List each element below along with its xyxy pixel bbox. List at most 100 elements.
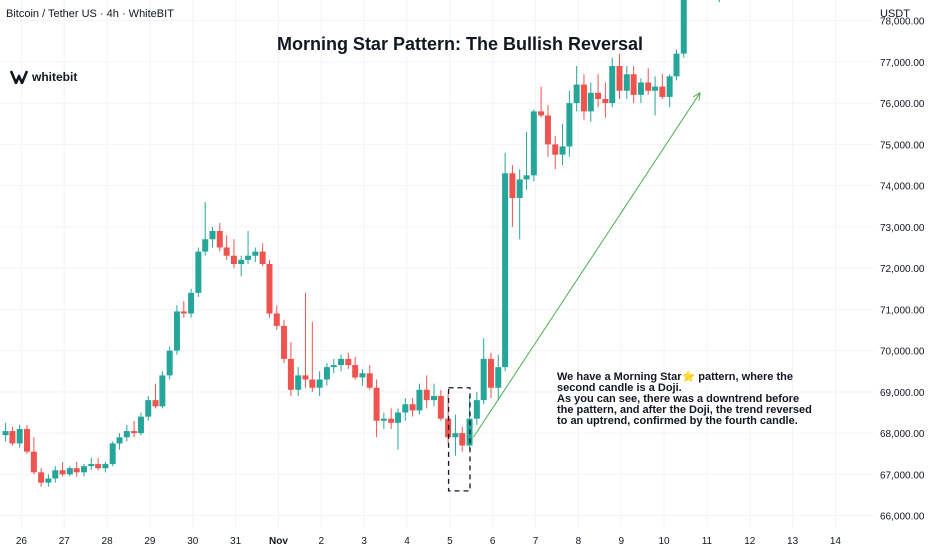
candle-92: [659, 74, 666, 99]
candle-body: [595, 92, 602, 99]
candle-body: [580, 84, 587, 112]
candle-53: [380, 412, 387, 429]
candle-body: [281, 325, 288, 359]
morning-star-highlight-box: [447, 387, 471, 492]
pattern-annotation: We have a Morning Star⭐ pattern, where t…: [557, 372, 817, 427]
candle-63: [452, 414, 459, 456]
candle-body: [202, 239, 209, 252]
candle-body: [609, 66, 616, 104]
candle-23: [166, 346, 173, 380]
whitebit-logo-icon: [10, 70, 28, 84]
candle-body: [523, 175, 530, 180]
candle-25: [180, 301, 187, 318]
y-tick-label: 68,000.00: [880, 429, 925, 440]
candles: [2, 0, 720, 487]
candle-body: [188, 292, 195, 314]
x-tick-label: 5: [447, 536, 453, 547]
candle-18: [131, 420, 138, 438]
candle-body: [544, 115, 551, 145]
x-tick-label: 3: [361, 536, 367, 547]
candle-0: [2, 422, 9, 442]
candle-58: [416, 383, 423, 415]
candle-body: [116, 437, 123, 444]
candle-5: [38, 468, 45, 487]
candle-37: [266, 259, 273, 318]
y-tick-label: 76,000.00: [880, 99, 925, 110]
y-tick-label: 67,000.00: [880, 470, 925, 481]
candle-body: [73, 468, 80, 473]
x-tick-label: 30: [187, 536, 199, 547]
candle-32: [230, 239, 237, 269]
candle-1: [9, 426, 16, 446]
candle-20: [145, 396, 152, 421]
candle-body: [416, 389, 423, 411]
y-tick-label: 75,000.00: [880, 140, 925, 151]
candle-48: [345, 352, 352, 370]
candle-55: [395, 408, 402, 450]
candle-body: [659, 86, 666, 97]
candle-body: [230, 255, 237, 264]
x-tick-label: 28: [102, 536, 114, 547]
candle-26: [188, 288, 195, 318]
candle-body: [159, 375, 166, 407]
y-tick-label: 71,000.00: [880, 305, 925, 316]
trend-arrow-line: [472, 92, 701, 438]
candle-body: [673, 53, 680, 77]
candle-15: [109, 441, 116, 467]
x-tick-label: 29: [144, 536, 156, 547]
candle-29: [209, 226, 216, 248]
candle-body: [102, 464, 109, 469]
candle-body: [330, 365, 337, 368]
candle-body: [16, 429, 23, 444]
candle-body: [338, 358, 345, 366]
candle-body: [666, 76, 673, 97]
candle-body: [209, 231, 216, 240]
candle-body: [559, 146, 566, 155]
candle-8: [59, 462, 66, 477]
candle-30: [216, 222, 223, 252]
symbol-label[interactable]: Bitcoin / Tether US · 4h · WhiteBIT: [6, 8, 174, 20]
candle-body: [459, 433, 466, 446]
candle-body: [166, 350, 173, 376]
candle-43: [309, 321, 316, 392]
price-axis[interactable]: 66,000.00 67,000.00 68,000.00 69,000.00 70,0…: [880, 17, 925, 523]
candle-body: [395, 412, 402, 423]
x-tick-label: 12: [744, 536, 756, 547]
candle-body: [630, 74, 637, 95]
candle-body: [195, 251, 202, 293]
candle-body: [602, 99, 609, 104]
candle-31: [223, 235, 230, 260]
candle-body: [502, 173, 509, 368]
candle-body: [573, 84, 580, 104]
candle-body: [59, 470, 66, 475]
x-tick-label: 26: [16, 536, 28, 547]
candle-body: [480, 358, 487, 401]
x-tick-label: 31: [230, 536, 242, 547]
candle-21: [152, 383, 159, 409]
candle-body: [287, 358, 294, 390]
candle-67: [480, 338, 487, 405]
x-tick-label: 4: [404, 536, 410, 547]
candle-51: [366, 365, 373, 390]
candle-body: [359, 373, 366, 378]
candle-88: [630, 66, 637, 104]
candle-28: [202, 202, 209, 256]
currency-label: USDT: [880, 8, 910, 20]
candle-36: [259, 243, 266, 267]
candle-body: [388, 418, 395, 423]
candle-body: [252, 251, 259, 256]
candle-body: [652, 86, 659, 91]
candle-90: [645, 68, 652, 95]
candle-body: [137, 416, 144, 434]
candle-91: [652, 76, 659, 116]
candle-7: [52, 466, 59, 483]
candle-57: [409, 398, 416, 417]
candle-body: [587, 92, 594, 112]
candle-body: [245, 255, 252, 260]
candle-47: [338, 354, 345, 372]
candle-40: [287, 342, 294, 396]
candle-33: [238, 255, 245, 277]
time-axis[interactable]: 26 27 28 29 30 31 Nov 2 3 4 5 6 7 8 9 10 11 12 13 14: [16, 536, 842, 547]
candle-81: [580, 74, 587, 120]
